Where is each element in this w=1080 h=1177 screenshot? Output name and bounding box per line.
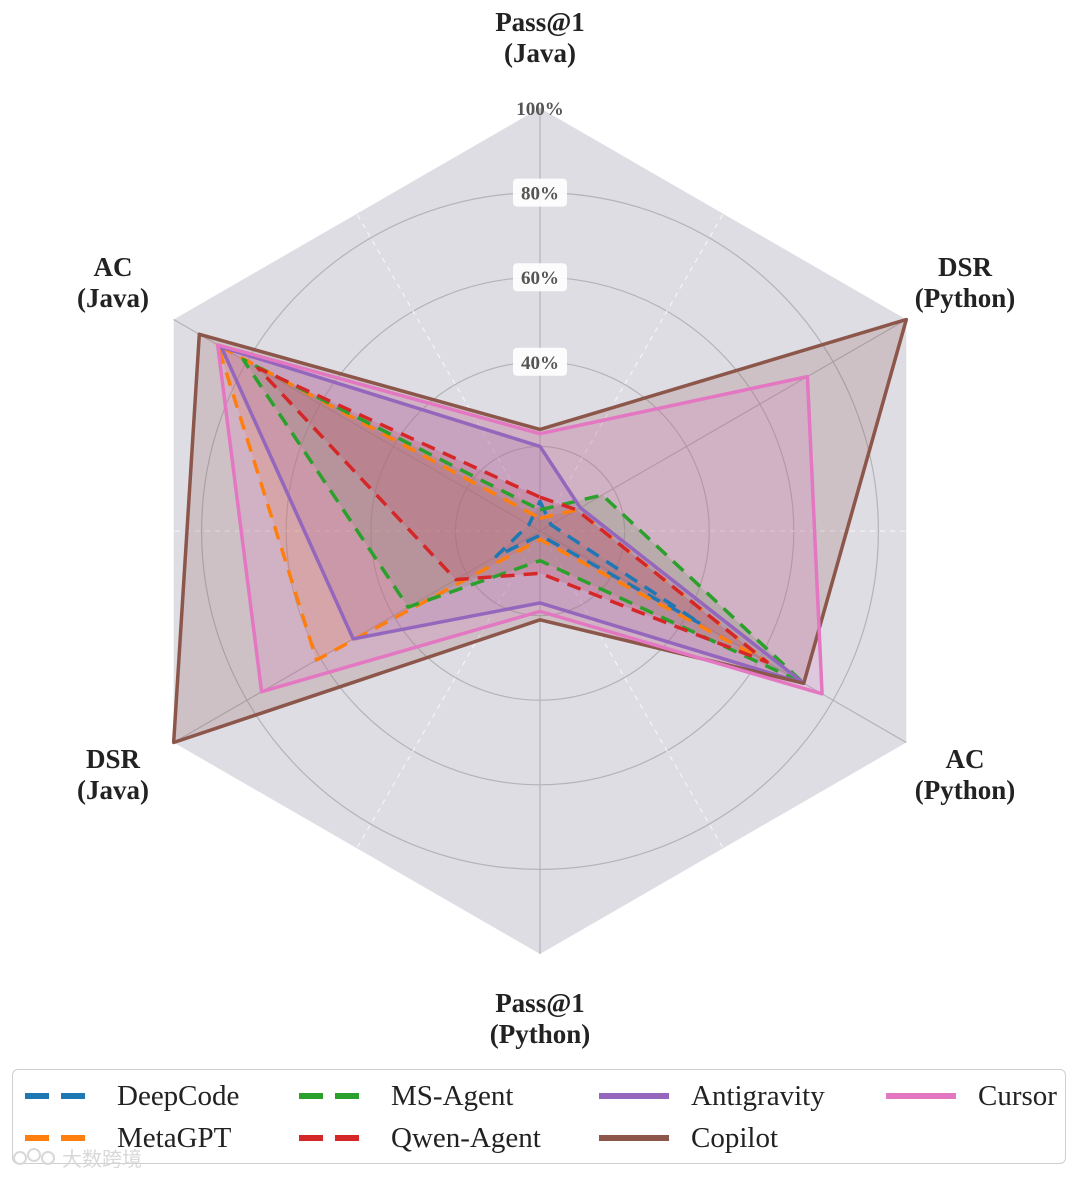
legend-item: Antigravity bbox=[599, 1076, 825, 1116]
watermark-text: 大数跨境 bbox=[62, 1147, 142, 1171]
series-line-copilot bbox=[171, 317, 909, 745]
legend-label: Qwen-Agent bbox=[391, 1121, 541, 1154]
series-line-deepcode bbox=[494, 499, 703, 626]
legend-item: MS-Agent bbox=[299, 1076, 513, 1116]
legend-label: MS-Agent bbox=[391, 1079, 514, 1112]
legend-swatch bbox=[25, 1093, 95, 1099]
legend-swatch bbox=[25, 1135, 95, 1141]
legend-label: MetaGPT bbox=[117, 1121, 232, 1154]
legend-swatch bbox=[599, 1135, 669, 1141]
series-line-ms-agent bbox=[241, 357, 806, 686]
axis-labels: Pass@1 (Java) DSR (Python) AC (Python) Pass@1(… bbox=[77, 7, 1015, 1049]
grid-subspoke bbox=[356, 530, 541, 849]
legend-swatch bbox=[886, 1093, 956, 1099]
legend-item: MetaGPT bbox=[25, 1118, 231, 1158]
legend-item: DeepCode bbox=[25, 1076, 239, 1116]
legend-swatch bbox=[599, 1093, 669, 1099]
tick-label: 100% bbox=[516, 99, 564, 120]
tick-label: 60% bbox=[521, 268, 559, 289]
legend-item: Copilot bbox=[599, 1118, 778, 1158]
legend-label: Antigravity bbox=[691, 1079, 825, 1112]
legend-label: Cursor bbox=[978, 1079, 1057, 1112]
legend-swatch bbox=[299, 1093, 369, 1099]
watermark: 大数跨境 bbox=[10, 1144, 150, 1172]
tick-label: 80% bbox=[521, 184, 559, 205]
axis-label: AC (Java) bbox=[77, 252, 149, 313]
axis-label: DSR (Python) bbox=[915, 252, 1016, 313]
series-fill-ms-agent bbox=[243, 359, 804, 684]
legend-swatch bbox=[299, 1135, 369, 1141]
series-line-cursor bbox=[215, 343, 824, 696]
legend-label: Copilot bbox=[691, 1121, 779, 1154]
series-fill-deepcode bbox=[496, 501, 702, 625]
radial-tick-labels: 40% 60% 80% 100% bbox=[513, 99, 567, 376]
legend-label: DeepCode bbox=[117, 1079, 240, 1112]
axis-label: AC (Python) bbox=[915, 744, 1016, 805]
tick-label: 40% bbox=[521, 353, 559, 374]
tick-label-box bbox=[513, 178, 567, 207]
axis-label: Pass@1 (Python) bbox=[490, 988, 591, 1049]
legend: DeepCode MetaGPT MS-Agent Qwen-Agent Antigra… bbox=[12, 1069, 1066, 1164]
grid-subspoke bbox=[539, 213, 724, 532]
series-line-metagpt bbox=[215, 343, 769, 664]
axis-label: Pass@1 (Java) bbox=[495, 7, 585, 68]
tick-label-box bbox=[513, 263, 567, 292]
legend-item: Qwen-Agent bbox=[299, 1118, 541, 1158]
axis-label: DSR (Java) bbox=[77, 744, 149, 805]
axis-spoke bbox=[173, 318, 541, 532]
grid-subspoke bbox=[356, 213, 541, 532]
series-lines bbox=[171, 317, 909, 745]
watermark-logo-icon: 大数跨境 bbox=[13, 1147, 142, 1171]
radar-chart: 40% 60% 80% 100% Pass@1 (Java) DSR (Python) AC(… bbox=[77, 7, 1015, 1049]
series-line-qwen-agent bbox=[256, 366, 769, 664]
axis-spoke bbox=[539, 318, 907, 532]
legend-item: Cursor bbox=[886, 1076, 1057, 1116]
tick-label-box bbox=[513, 347, 567, 376]
